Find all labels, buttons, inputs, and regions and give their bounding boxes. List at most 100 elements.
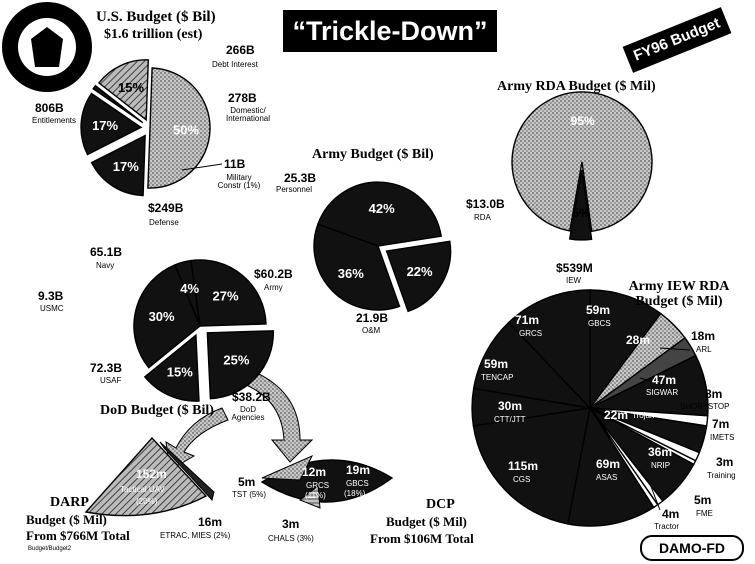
dcp-tst-label: TST (5%) xyxy=(232,490,267,499)
pie-iew-slice-0 xyxy=(589,289,662,411)
army-om-value: 21.9B xyxy=(356,311,389,325)
us-debt-label: Debt Interest xyxy=(212,60,258,69)
darp-pie xyxy=(84,436,215,517)
army-budget-pie: 42% 22% 36% xyxy=(313,181,452,313)
dod-usaf-label: USAF xyxy=(100,376,122,385)
us-budget-title: U.S. Budget ($ Bil) xyxy=(96,9,216,25)
darp-etrac-label: ETRAC, MIES (2%) xyxy=(160,531,231,540)
iew-cttjtt-value: 30m xyxy=(498,399,523,413)
rda-iew-value: $539M xyxy=(556,261,593,275)
dod-budget-pie: 27% 25% 15% 30% 4% xyxy=(133,259,275,402)
darp-slice-tactical-uav xyxy=(84,436,208,517)
pie-iew-slice-15 xyxy=(507,289,591,410)
pie-us-slice-1 xyxy=(90,134,146,197)
us-domestic-value: 278B xyxy=(228,91,257,105)
pie-dod-slice-0 xyxy=(190,259,267,327)
dcp-subtitle-2: From $106M Total xyxy=(370,531,474,546)
us-budget-subtitle: $1.6 trillion (est) xyxy=(104,27,203,42)
iew-tencap-label: TENCAP xyxy=(481,373,514,382)
army-rda-title: Army RDA Budget ($ Mil) xyxy=(497,79,656,94)
pie-dod-pct-1: 25% xyxy=(223,353,249,368)
dcp-grcs-percent: (11%) xyxy=(305,491,326,500)
us-domestic-label: Domestic/ International xyxy=(225,106,271,124)
iew-trojan-label: Trojan xyxy=(632,411,655,420)
iew-trojan-value: 22m xyxy=(604,408,629,422)
dcp-title: DCP xyxy=(426,497,455,512)
dod-navy-label: Navy xyxy=(96,261,115,270)
iew-asas-value: 69m xyxy=(596,457,621,471)
darp-title: DARP xyxy=(50,495,89,510)
pie-us-slice-2 xyxy=(80,92,143,156)
pie-dod-pct-3: 30% xyxy=(149,309,175,324)
pie-army-pct-0: 42% xyxy=(369,201,395,216)
iew-imets-value: 7m xyxy=(712,417,730,431)
rda-iew-label: IEW xyxy=(566,276,582,285)
pie-us-pct-4: 15% xyxy=(118,80,144,95)
iew-grcs-label: GRCS xyxy=(519,329,543,338)
title-box: “Trickle-Down” xyxy=(283,10,497,52)
us-milconstr-label: Military Constr (1%) xyxy=(217,173,261,191)
iew-tractor-value: 4m xyxy=(662,507,680,521)
pie-dod-pct-0: 27% xyxy=(212,289,238,304)
dod-army-value: $60.2B xyxy=(254,267,293,281)
pie-rda-pct-0: 95% xyxy=(571,114,595,128)
pie-dod-slice-1 xyxy=(206,330,275,400)
iew-sigwar-label: SIGWAR xyxy=(646,388,679,397)
slide-title: “Trickle-Down” xyxy=(292,16,488,46)
iew-nrip-label: NRIP xyxy=(651,461,671,470)
army-rda-value: $13.0B xyxy=(466,197,505,211)
army-personnel-label: Personnel xyxy=(276,185,313,194)
dod-agencies-value: $38.2B xyxy=(232,390,271,404)
iew-gbcs-value: 59m xyxy=(586,303,611,317)
dcp-subtitle-1: Budget ($ Mil) xyxy=(386,514,467,529)
mil-constr-leader xyxy=(181,163,223,171)
dod-army-label: Army xyxy=(264,283,283,292)
pie-iew-slice-14 xyxy=(472,321,592,410)
us-entitlements-label: Entitlements xyxy=(32,116,77,125)
dcp-gbcs-value: 19m xyxy=(346,463,371,477)
iew-tractor-label: Tractor xyxy=(654,522,680,531)
iew-sigwar-value: 47m xyxy=(652,373,677,387)
pie-iew-slice-11 xyxy=(566,406,655,527)
pie-dod-slice-2 xyxy=(143,333,200,402)
pie-us-pct-1: 17% xyxy=(113,159,139,174)
us-entitlements-value: 806B xyxy=(35,101,64,115)
pie-dod-pct-4: 4% xyxy=(180,281,199,296)
pie-army-pct-1: 22% xyxy=(407,264,433,279)
pie-dod-slice-4 xyxy=(174,259,201,327)
iew-gbcs-label: GBCS xyxy=(588,319,611,328)
dcp-grcs-label: GRCS xyxy=(306,481,330,490)
army-personnel-value: 25.3B xyxy=(284,171,317,185)
iew-grcs-value: 71m xyxy=(515,313,540,327)
iew-fme-label: FME xyxy=(696,509,713,518)
dod-to-dcp-arrow xyxy=(243,369,314,463)
army-rda-label: RDA xyxy=(474,213,491,222)
damo-fd-text: DAMO-FD xyxy=(658,540,726,556)
dcp-gbcs-label: GBCS xyxy=(346,479,369,488)
dcp-slice-chals xyxy=(299,485,321,509)
dcp-slice-tst xyxy=(261,454,314,481)
dod-navy-value: 65.1B xyxy=(90,245,123,259)
seal-inner-ring xyxy=(18,18,76,76)
iew-shortstop-label: SHORTSTOP xyxy=(680,402,730,411)
darp-uav-percent: (20%) xyxy=(136,497,158,506)
sigwar-leader xyxy=(639,377,669,387)
iew-arl-label: ARL xyxy=(696,345,712,354)
pie-us-slice-3 xyxy=(92,84,144,124)
damo-fd-logo: DAMO-FD xyxy=(640,535,744,561)
pie-rda-pct-1: 5% xyxy=(572,206,590,220)
us-debt-value: 266B xyxy=(226,43,255,57)
iew-nrip-value: 36m xyxy=(648,445,673,459)
pie-dod-pct-2: 15% xyxy=(167,364,193,379)
dcp-chals-label: CHALS (3%) xyxy=(268,534,314,543)
darp-subtitle-1: Budget ($ Mil) xyxy=(26,512,107,527)
us-milconstr-value: 11B xyxy=(224,157,246,171)
tractor-leader xyxy=(649,483,661,511)
iew-28m-value: 28m xyxy=(626,333,651,347)
seal-emblem-shape xyxy=(31,27,63,67)
army-rda-pie: 95% 5% xyxy=(511,91,653,241)
iew-fme-value: 5m xyxy=(694,493,712,507)
iew-training-value: 3m xyxy=(716,455,734,469)
pie-us-pct-0: 50% xyxy=(173,122,199,137)
